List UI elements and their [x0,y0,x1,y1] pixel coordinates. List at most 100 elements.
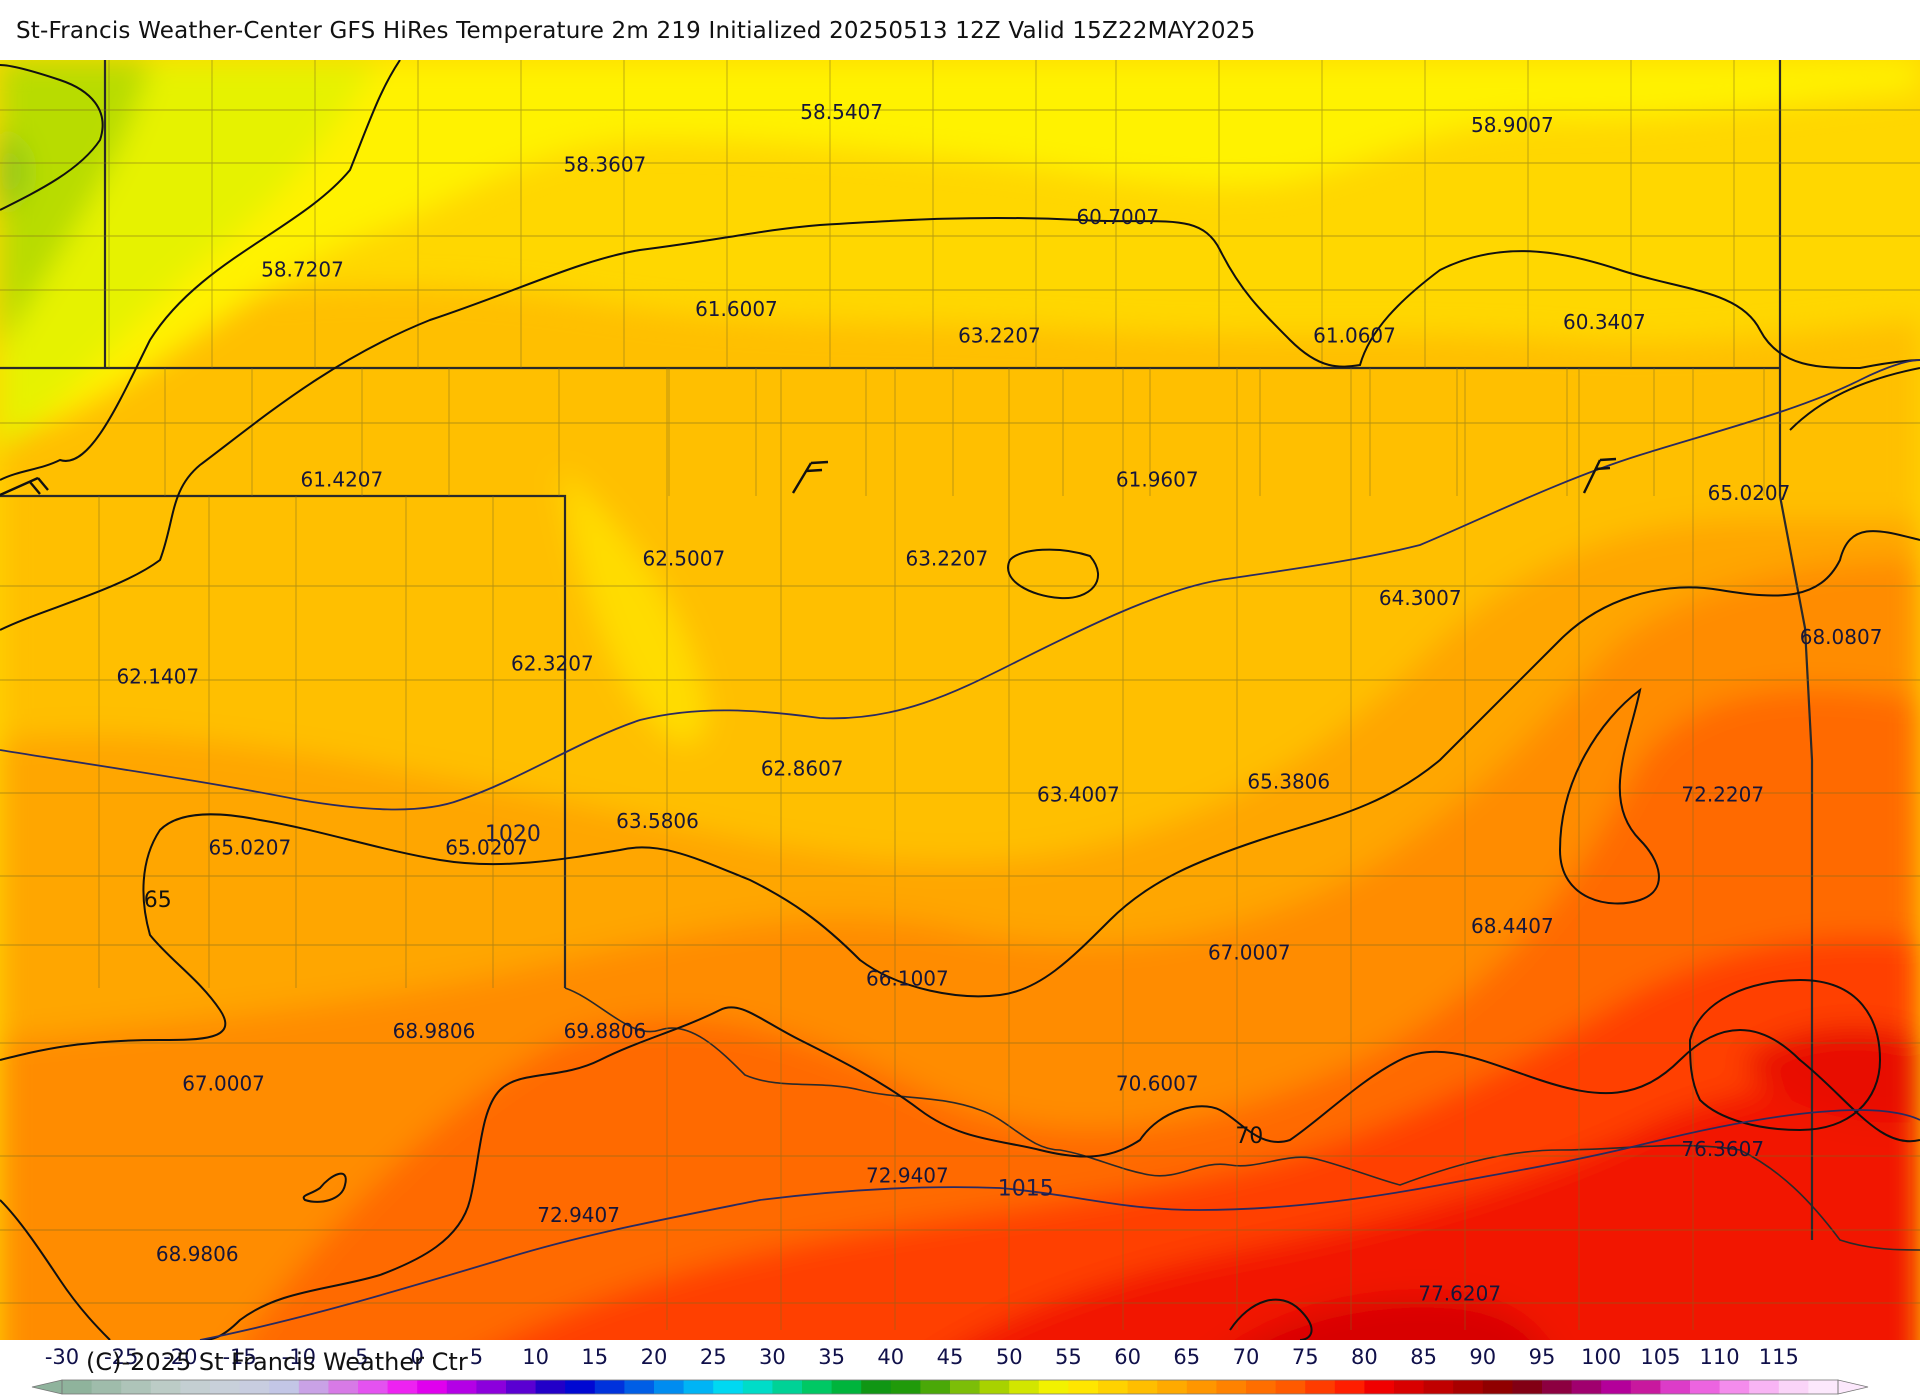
colorbar-segment [772,1380,803,1394]
colorbar-segment [1127,1380,1158,1394]
colorbar-segment [269,1380,300,1394]
wind-barbs [0,457,1617,497]
colorbar-segment [387,1380,418,1394]
colorbar-segment [1542,1380,1573,1394]
isotherm-contour [1558,687,1660,905]
colorbar-segment [742,1380,773,1394]
colorbar-segment [1246,1380,1277,1394]
colorbar-tick-label: -10 [282,1345,316,1369]
isobar-contour [0,359,1920,811]
colorbar-segment [506,1380,537,1394]
contour-lines [0,60,1920,1340]
colorbar-tick-label: -15 [222,1345,256,1369]
isobar-value-label: 1015 [998,1177,1054,1202]
band-green-dark [0,130,24,215]
temperature-value-label: 58.3607 [564,153,647,177]
colorbar-segment [1512,1380,1543,1394]
colorbar-tick-label: 75 [1292,1345,1319,1369]
colorbar-segment [417,1380,448,1394]
temperature-value-label: 63.5806 [616,809,699,833]
temperature-colorbar: -30 -25 -20 -15 -10 -5 0 5 10 15 20 25 30 35 40 45 50 55 6… [31,1345,1869,1395]
colorbar-low-arrow [31,1379,63,1395]
temperature-value-label: 76.3607 [1681,1137,1764,1161]
colorbar-segment [683,1380,714,1394]
colorbar-segment [1778,1380,1809,1394]
temperature-value-label: 65.0207 [1708,481,1791,505]
page-title: St-Francis Weather-Center GFS HiRes Temp… [16,18,1256,44]
colorbar-segment [594,1380,625,1394]
colorbar-tick-label: 60 [1114,1345,1141,1369]
colorbar-segment [1038,1380,1069,1394]
band-green [0,60,150,350]
colorbar-segment [1364,1380,1395,1394]
temperature-value-label: 58.9007 [1471,113,1554,137]
isotherm-contour [0,530,1920,1061]
isotherm-value-label: 70 [1235,1124,1263,1149]
colorbar-segment [1690,1380,1721,1394]
colorbar-segment [446,1380,477,1394]
temperature-value-label: 77.6207 [1418,1282,1501,1306]
colorbar-outline [61,1379,1839,1395]
temperature-value-label: 63.2207 [958,323,1041,347]
isotherm-contour [0,64,104,211]
temperature-value-label: 62.5007 [642,546,725,570]
temperature-value-label: 68.9806 [393,1019,476,1043]
isotherm-contour [1229,1298,1313,1340]
temperature-value-label: 66.1007 [866,967,949,991]
colorbar-tick-label: 45 [937,1345,964,1369]
temperature-value-label: 61.0607 [1313,323,1396,347]
temperature-value-label: 65.0207 [445,835,528,859]
isobar-contour [199,1109,1920,1340]
colorbar-tick-label: 80 [1351,1345,1378,1369]
colorbar-segment [150,1380,181,1394]
county-lines [0,60,1920,1330]
colorbar-tick-label: 15 [581,1345,608,1369]
band-yellow [0,60,1920,440]
colorbar-tick-label: 65 [1173,1345,1200,1369]
wind-barb-icon [0,476,49,497]
colorbar-tick-label: 10 [522,1345,549,1369]
colorbar-segment [565,1380,596,1394]
temperature-value-label: 69.8806 [564,1019,647,1043]
colorbar-tick-label: 70 [1233,1345,1260,1369]
isotherm-contour [1789,367,1920,431]
colorbar-segment [62,1380,93,1394]
colorbar-segment [328,1380,359,1394]
temperature-value-label: 68.0807 [1800,625,1883,649]
isobar-value-label: 1020 [485,822,541,847]
colorbar-segment [861,1380,892,1394]
colorbar-tick-label: 35 [818,1345,845,1369]
colorbar-segment [1275,1380,1306,1394]
colorbar-segment [476,1380,507,1394]
colorbar-tick-label: 100 [1581,1345,1621,1369]
temperature-value-label: 63.4007 [1037,783,1120,807]
colorbar-segment [91,1380,122,1394]
colorbar-segment [1423,1380,1454,1394]
contour-value-labels: 1020 65 70 1015 [144,822,1264,1201]
colorbar-tick-label: 90 [1469,1345,1496,1369]
colorbar-segment [1749,1380,1780,1394]
colorbar-segment [713,1380,744,1394]
colorbar-segment [1808,1380,1839,1394]
colorbar-strip [31,1379,1869,1395]
colorbar-segment [950,1380,981,1394]
colorbar-segment [180,1380,211,1394]
colorbar-segment [1630,1380,1661,1394]
colorbar-segment [1009,1380,1040,1394]
colorbar-segment [535,1380,566,1394]
colorbar-segment [654,1380,685,1394]
colorbar-segment [802,1380,833,1394]
temperature-value-label: 62.3207 [511,651,594,675]
red-river [564,987,1920,1251]
colorbar-segment [210,1380,241,1394]
colorbar-ticks: -30 -25 -20 -15 -10 -5 0 5 10 15 20 25 30 35 40 45 50 55 6… [45,1345,1799,1369]
temperature-value-label: 68.9806 [156,1242,239,1266]
colorbar-tick-label: 0 [411,1345,424,1369]
colorbar-tick-label: 55 [1055,1345,1082,1369]
colorbar-segment [1601,1380,1632,1394]
isotherm-contour [1007,548,1100,600]
temperature-value-label: 61.4207 [301,468,384,492]
state-borders [0,60,1920,1251]
colorbar-segment [298,1380,329,1394]
